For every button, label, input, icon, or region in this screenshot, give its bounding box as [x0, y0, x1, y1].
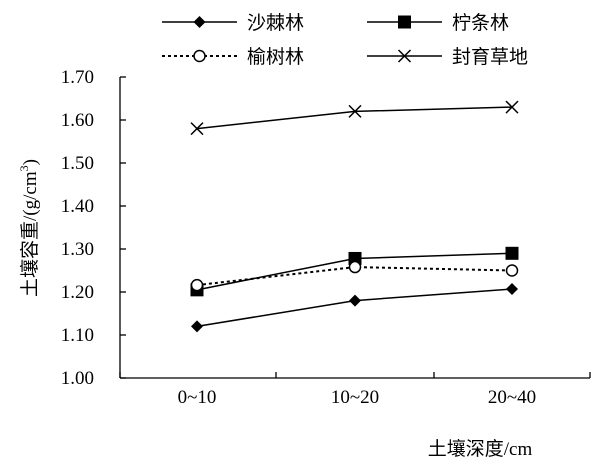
y-axis-title-sup: 3 [17, 165, 31, 171]
data-point-diamond [506, 282, 518, 295]
legend-label: 封育草地 [452, 46, 528, 68]
series-3 [190, 260, 519, 292]
legend-item-3: 榆树林 [162, 46, 304, 68]
series-1 [191, 282, 518, 333]
y-axis-title-main: 土壤容重/(g/cm [19, 171, 41, 297]
legend-label: 沙棘林 [247, 12, 304, 34]
data-point-x [505, 100, 519, 114]
x-tick-label: 10~20 [331, 387, 379, 408]
y-axis-title-end: ) [20, 159, 41, 165]
data-point-circle [193, 49, 206, 63]
data-point-circle [505, 264, 519, 277]
data-point-circle [348, 260, 362, 274]
series-layer [190, 100, 519, 333]
y-tick-label: 1.70 [61, 67, 94, 88]
data-point-x [397, 49, 412, 63]
data-point-diamond [349, 294, 361, 307]
x-tick-label: 0~10 [178, 387, 217, 408]
y-tick-label: 1.10 [61, 325, 94, 346]
y-tick-label: 1.50 [61, 153, 94, 174]
data-point-diamond [193, 16, 206, 28]
x-tick-label: 20~40 [488, 387, 536, 408]
legend-item-4: 封育草地 [367, 46, 528, 68]
legend-item-2: 柠条林 [367, 12, 509, 34]
series-line [196, 288, 513, 328]
y-tick-label: 1.60 [61, 110, 94, 131]
series-4 [190, 100, 519, 136]
data-point-square [348, 251, 362, 265]
y-tick-label: 1.00 [61, 368, 94, 389]
y-tick-label: 1.40 [61, 196, 94, 217]
legend-label: 柠条林 [452, 12, 509, 34]
x-axis-title: 土壤深度/cm [428, 438, 533, 460]
data-point-circle [190, 278, 204, 292]
y-tick-label: 1.20 [61, 282, 94, 303]
data-point-x [348, 104, 362, 118]
data-point-x [190, 122, 204, 136]
data-point-square [505, 246, 519, 260]
data-point-diamond [191, 320, 203, 333]
data-point-square [398, 15, 411, 29]
legend-label: 榆树林 [247, 46, 304, 68]
axes: 1.00 1.10 1.20 1.30 1.40 1.50 1.60 1.70 0~10 10~2… [61, 67, 591, 408]
y-tick-label: 1.30 [61, 239, 94, 260]
legend-item-1: 沙棘林 [162, 12, 304, 34]
y-axis-title: 土壤容重/(g/cm3) [17, 159, 41, 297]
